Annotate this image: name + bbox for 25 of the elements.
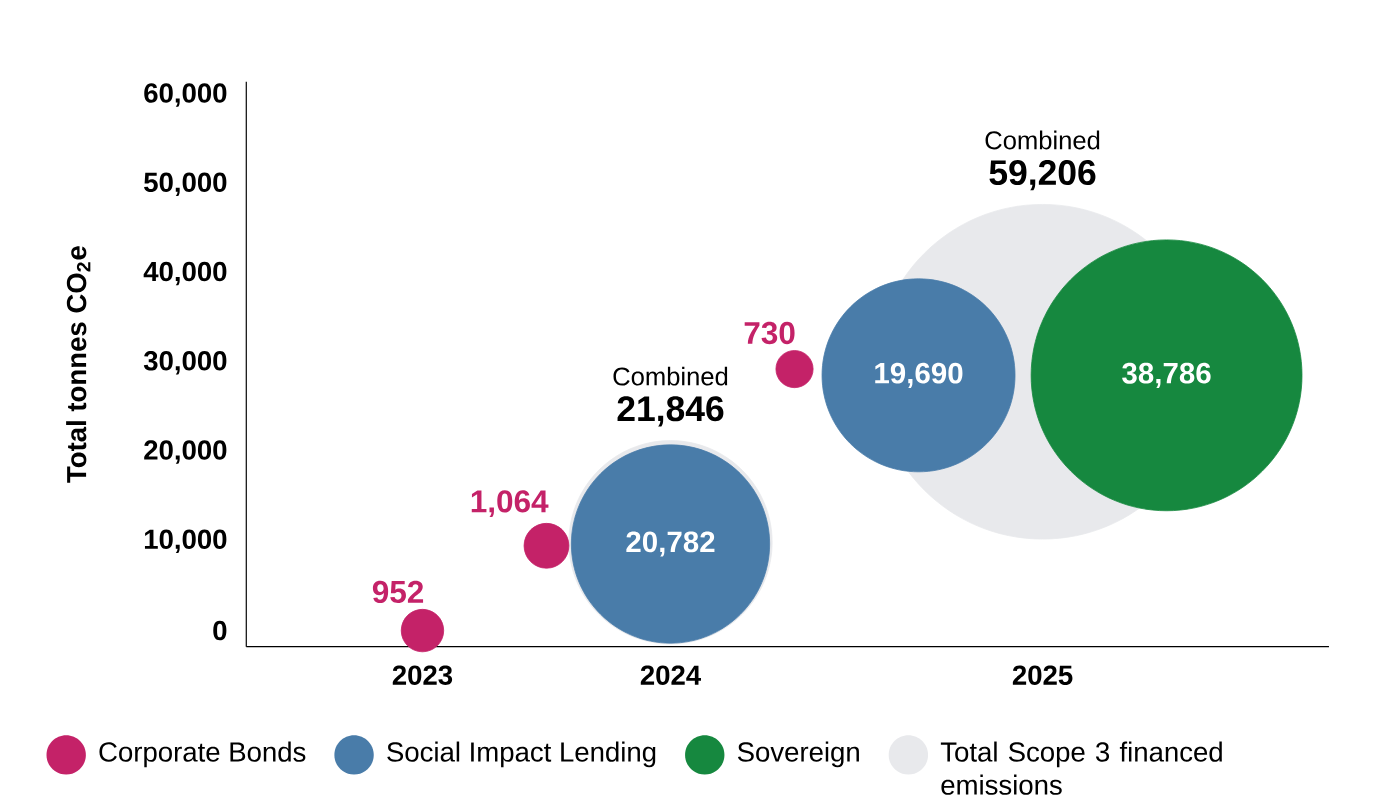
legend-label: Sovereign [737,741,859,768]
data-label: 952 [372,580,424,604]
y-axis-title: Total tonnes CO$_{2}$e [66,246,91,483]
data-label: 59,206 [989,160,1096,191]
y-tick-label: 20,000 [144,440,227,464]
y-tick-label: 40,000 [143,261,227,286]
data-label: 21,846 [617,396,724,427]
data-label: 730 [744,321,795,345]
y-tick-label: 60,000 [144,83,227,107]
data-label: 1,064 [471,490,549,518]
x-tick-label: 2025 [1012,665,1073,685]
x-tick-label: 2024 [640,665,701,685]
data-label: 20,782 [626,531,715,557]
x-tick-label: 2023 [392,665,453,685]
legend-label: Corporate Bonds [99,741,306,768]
data-label: 19,690 [875,362,963,388]
y-tick-label: 10,000 [144,529,227,554]
annotation: Combined [985,130,1100,150]
legend-label: Social Impact Lending [387,741,656,768]
annotation: Combined [613,366,728,386]
legend-label: Total Scope 3 financed emissions [940,741,1222,795]
y-tick-label: 0 [213,620,227,641]
y-tick-label: 30,000 [143,351,227,375]
data-label: 38,786 [1122,362,1211,388]
y-tick-label: 50,000 [144,172,227,197]
